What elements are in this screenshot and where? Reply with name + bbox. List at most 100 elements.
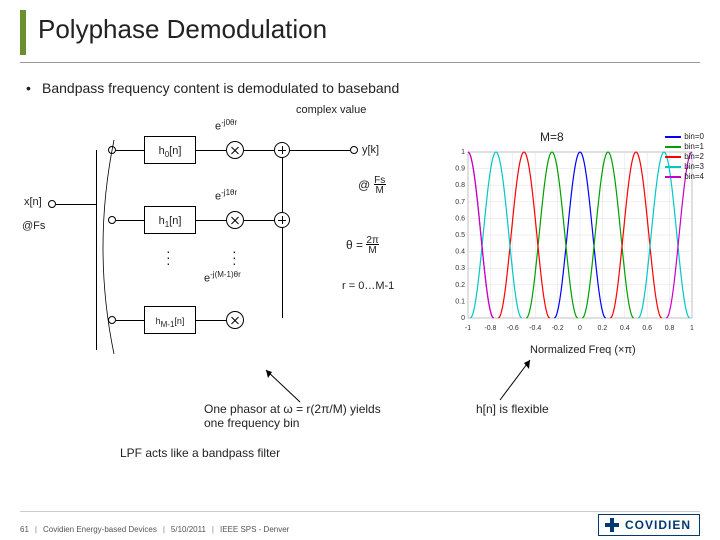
brand-name: COVIDIEN: [625, 518, 691, 532]
legend-label: bin=2: [684, 152, 704, 162]
page-number: 61: [20, 525, 29, 534]
filter-h0: h0[n]: [144, 136, 196, 164]
svg-text:0.7: 0.7: [455, 199, 465, 206]
legend-label: bin=1: [684, 142, 704, 152]
commutator-arc-icon: [90, 140, 116, 356]
anno-phasor: One phasor at ω = r(2π/M) yields one fre…: [204, 402, 404, 430]
svg-text:0: 0: [461, 315, 465, 322]
wire: [282, 158, 283, 212]
output-label: y[k]: [362, 144, 379, 156]
legend-swatch: [665, 176, 681, 178]
anno-flex: h[n] is flexible: [476, 402, 549, 416]
footer-venue: IEEE SPS - Denver: [220, 525, 289, 534]
svg-text:0.6: 0.6: [455, 215, 465, 222]
legend-swatch: [665, 136, 681, 138]
filter-response-chart: M=8 bin=0bin=1bin=2bin=3bin=4 -1-0.8-0.6…: [440, 146, 698, 336]
slide: Polyphase Demodulation • Bandpass freque…: [0, 0, 720, 540]
wire: [244, 150, 274, 151]
brand-logo: COVIDIEN: [598, 514, 700, 536]
svg-text:-0.4: -0.4: [529, 325, 541, 332]
legend-label: bin=3: [684, 162, 704, 172]
multiplier: [226, 211, 244, 229]
svg-text:0.2: 0.2: [598, 325, 608, 332]
footer-sep: |: [35, 525, 37, 534]
vdots-icon: ···: [166, 248, 171, 266]
adder: [274, 212, 290, 228]
accent-bar: [20, 10, 26, 55]
svg-text:0.8: 0.8: [455, 182, 465, 189]
chart-title: M=8: [540, 130, 564, 144]
input-node: [48, 200, 56, 208]
legend-item: bin=4: [665, 172, 704, 182]
theta-def: θ = 2πM: [346, 236, 379, 256]
svg-text:0.5: 0.5: [455, 232, 465, 239]
logo-mark-icon: [605, 518, 619, 532]
legend-label: bin=0: [684, 132, 704, 142]
slide-title: Polyphase Demodulation: [38, 14, 327, 45]
svg-text:-1: -1: [465, 325, 471, 332]
block-diagram: x[n] @Fs h0[n] e-j0θr complex value y[k]…: [60, 120, 440, 380]
bullet-1: • Bandpass frequency content is demodula…: [42, 80, 399, 96]
wire: [290, 150, 350, 151]
wire: [116, 150, 144, 151]
legend-swatch: [665, 156, 681, 158]
legend-label: bin=4: [684, 172, 704, 182]
footer-sep: |: [163, 525, 165, 534]
title-rule: [20, 62, 700, 63]
wire: [244, 220, 274, 221]
phasor-0: e-j0θr: [215, 118, 237, 133]
bullet-dot: •: [26, 80, 31, 96]
chart-legend: bin=0bin=1bin=2bin=3bin=4: [665, 132, 704, 182]
filter-h1: h1[n]: [144, 206, 196, 234]
complex-value-label: complex value: [296, 104, 366, 116]
wire: [116, 220, 144, 221]
multiplier: [226, 141, 244, 159]
svg-text:0.9: 0.9: [455, 166, 465, 173]
legend-item: bin=0: [665, 132, 704, 142]
svg-text:-0.2: -0.2: [552, 325, 564, 332]
footer-rule: [20, 511, 700, 512]
adder: [274, 142, 290, 158]
input-rate-label: @Fs: [22, 220, 45, 232]
svg-text:0.4: 0.4: [455, 249, 465, 256]
legend-swatch: [665, 146, 681, 148]
wire: [196, 150, 226, 151]
input-label: x[n]: [24, 196, 42, 208]
legend-item: bin=3: [665, 162, 704, 172]
multiplier: [226, 311, 244, 329]
output-node: [350, 146, 358, 154]
svg-text:1: 1: [461, 149, 465, 156]
svg-text:1: 1: [690, 325, 694, 332]
svg-text:0.8: 0.8: [665, 325, 675, 332]
svg-text:-0.6: -0.6: [507, 325, 519, 332]
filter-hm1: hM-1[n]: [144, 306, 196, 334]
phasor-m1: e-j(M-1)θr: [204, 270, 241, 285]
footer-date: 5/10/2011: [171, 525, 206, 534]
phasor-1: e-j1θr: [215, 188, 237, 203]
arrow-icon: [260, 368, 320, 404]
svg-text:0.6: 0.6: [642, 325, 652, 332]
svg-text:0.1: 0.1: [455, 298, 465, 305]
footer-sep: |: [212, 525, 214, 534]
chart-xlabel: Normalized Freq (×π): [530, 344, 636, 356]
arrow-icon: [480, 358, 540, 402]
legend-item: bin=1: [665, 142, 704, 152]
chart-svg: -1 -0.8 -0.6 -0.4 -0.2 0 0.2 0.4 0.6 0.8 1 0 0.1 0.2 0…: [440, 146, 698, 336]
output-rate-label: @ FsM: [358, 176, 386, 196]
svg-text:0.4: 0.4: [620, 325, 630, 332]
wire: [196, 220, 226, 221]
svg-text:0: 0: [578, 325, 582, 332]
svg-text:0.3: 0.3: [455, 265, 465, 272]
footer-org: Covidien Energy-based Devices: [43, 525, 157, 534]
bullet-text: Bandpass frequency content is demodulate…: [42, 80, 399, 96]
anno-lpf: LPF acts like a bandpass filter: [120, 446, 280, 460]
legend-swatch: [665, 166, 681, 168]
r-def: r = 0…M-1: [342, 280, 394, 292]
wire: [196, 320, 226, 321]
legend-item: bin=2: [665, 152, 704, 162]
wire: [282, 228, 283, 318]
wire: [116, 320, 144, 321]
svg-text:-0.8: -0.8: [484, 325, 496, 332]
svg-text:0.2: 0.2: [455, 282, 465, 289]
vdots-icon: ···: [232, 248, 237, 266]
